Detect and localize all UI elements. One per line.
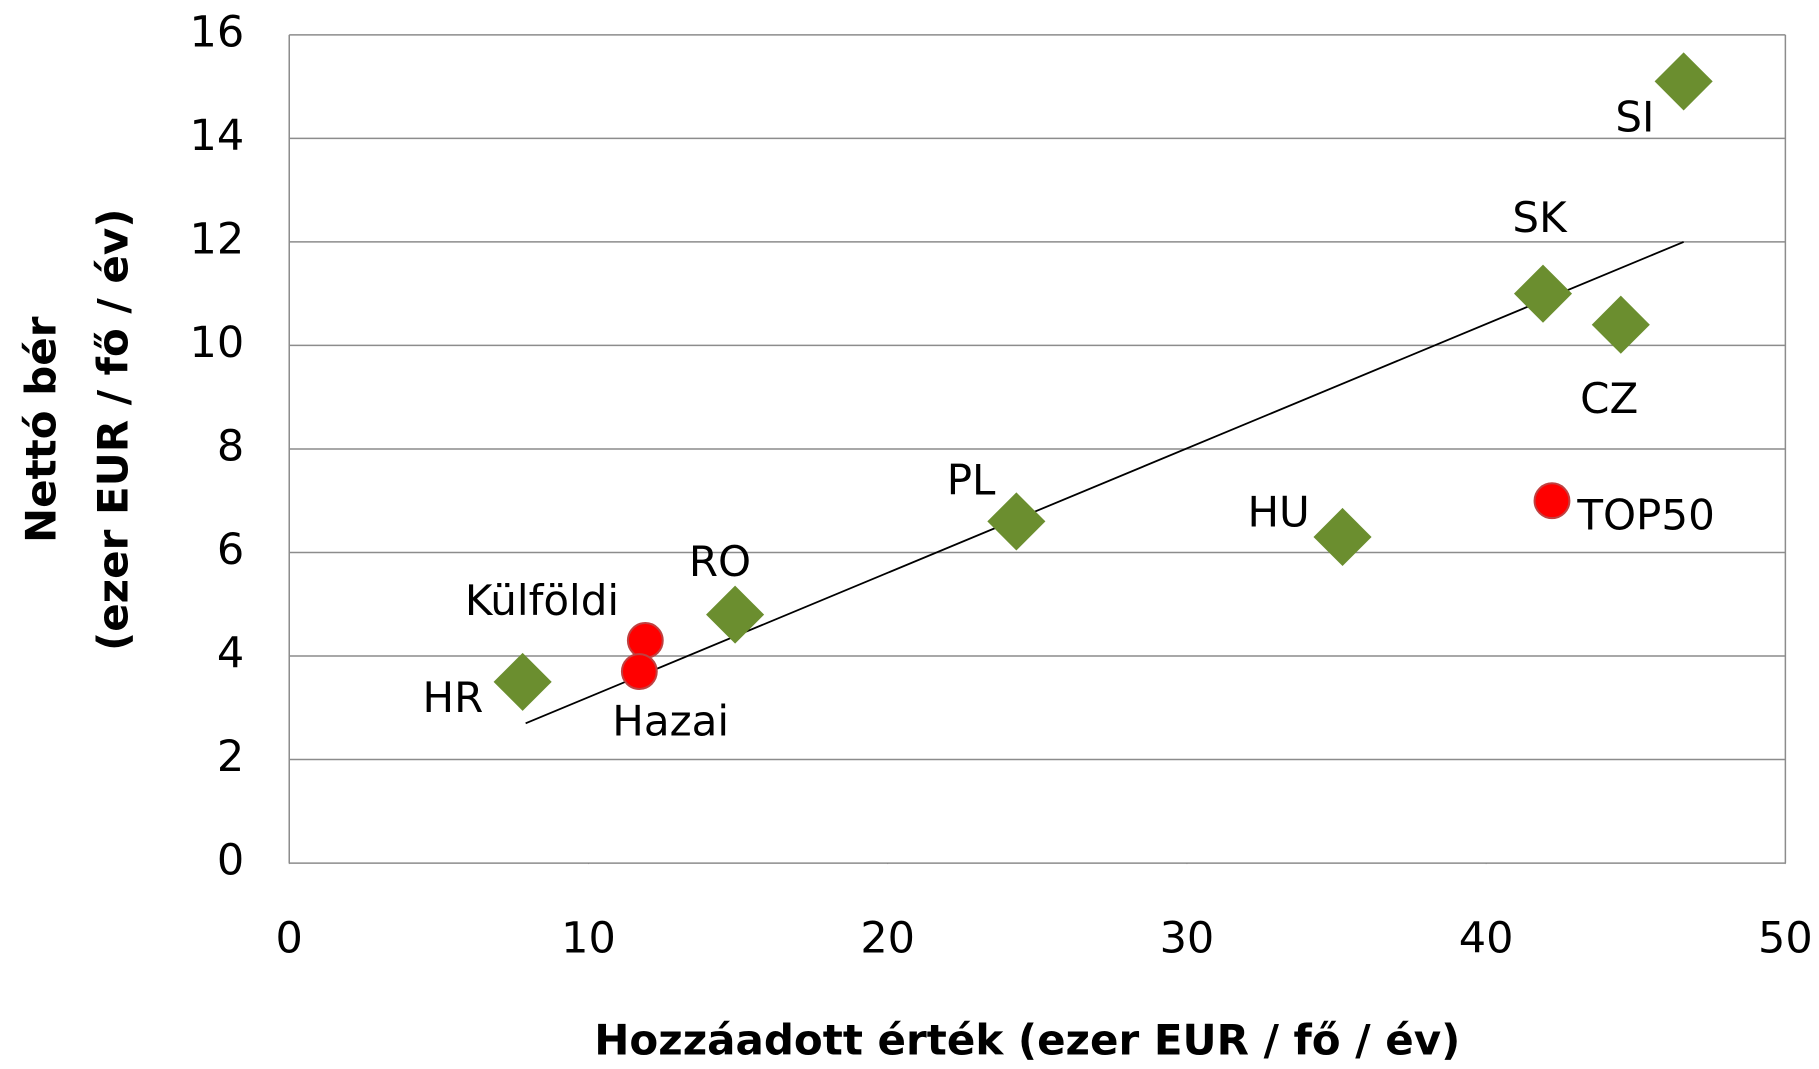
- point-label: HU: [1247, 487, 1309, 536]
- y-tick-label: 16: [190, 7, 245, 57]
- point-marker: [620, 653, 658, 690]
- point-label: RO: [689, 537, 751, 586]
- point-marker: [1533, 482, 1571, 520]
- y-axis-title: (ezer EUR / fő / év): [89, 209, 138, 651]
- point-label: SK: [1512, 193, 1568, 242]
- x-tick-label: 40: [1459, 913, 1514, 963]
- x-tick-label: 10: [561, 913, 616, 963]
- x-tick-label: 50: [1758, 913, 1813, 963]
- point-label: SI: [1615, 92, 1654, 141]
- point-marker: [987, 492, 1046, 551]
- y-tick-label: 6: [217, 525, 244, 575]
- point-label: Külföldi: [465, 576, 619, 625]
- point-marker: [706, 585, 765, 644]
- x-tick-label: 20: [860, 913, 915, 963]
- point-marker: [626, 622, 664, 659]
- x-tick-label: 0: [276, 913, 303, 963]
- point-marker: [1591, 295, 1650, 354]
- point-marker: [1513, 264, 1573, 323]
- y-axis-title: Nettó bér: [17, 316, 66, 543]
- point-label: TOP50: [1576, 491, 1714, 540]
- point-marker: [1313, 507, 1372, 566]
- x-tick-label: 30: [1160, 913, 1215, 963]
- point-label: PL: [947, 456, 996, 505]
- trendline: [525, 241, 1684, 725]
- point-marker: [1654, 52, 1713, 111]
- x-axis-title: Hozzáadott érték (ezer EUR / fő / év): [594, 1016, 1460, 1065]
- point-label: HR: [423, 673, 484, 722]
- y-tick-label: 8: [217, 421, 244, 471]
- y-tick-label: 10: [190, 318, 245, 368]
- y-tick-label: 4: [217, 629, 244, 679]
- y-tick-label: 0: [217, 836, 244, 886]
- point-label: CZ: [1580, 374, 1638, 423]
- point-label: Hazai: [612, 696, 729, 745]
- y-tick-label: 2: [217, 732, 244, 782]
- point-marker: [493, 652, 552, 711]
- y-tick-label: 14: [190, 111, 245, 161]
- y-tick-label: 12: [190, 214, 245, 264]
